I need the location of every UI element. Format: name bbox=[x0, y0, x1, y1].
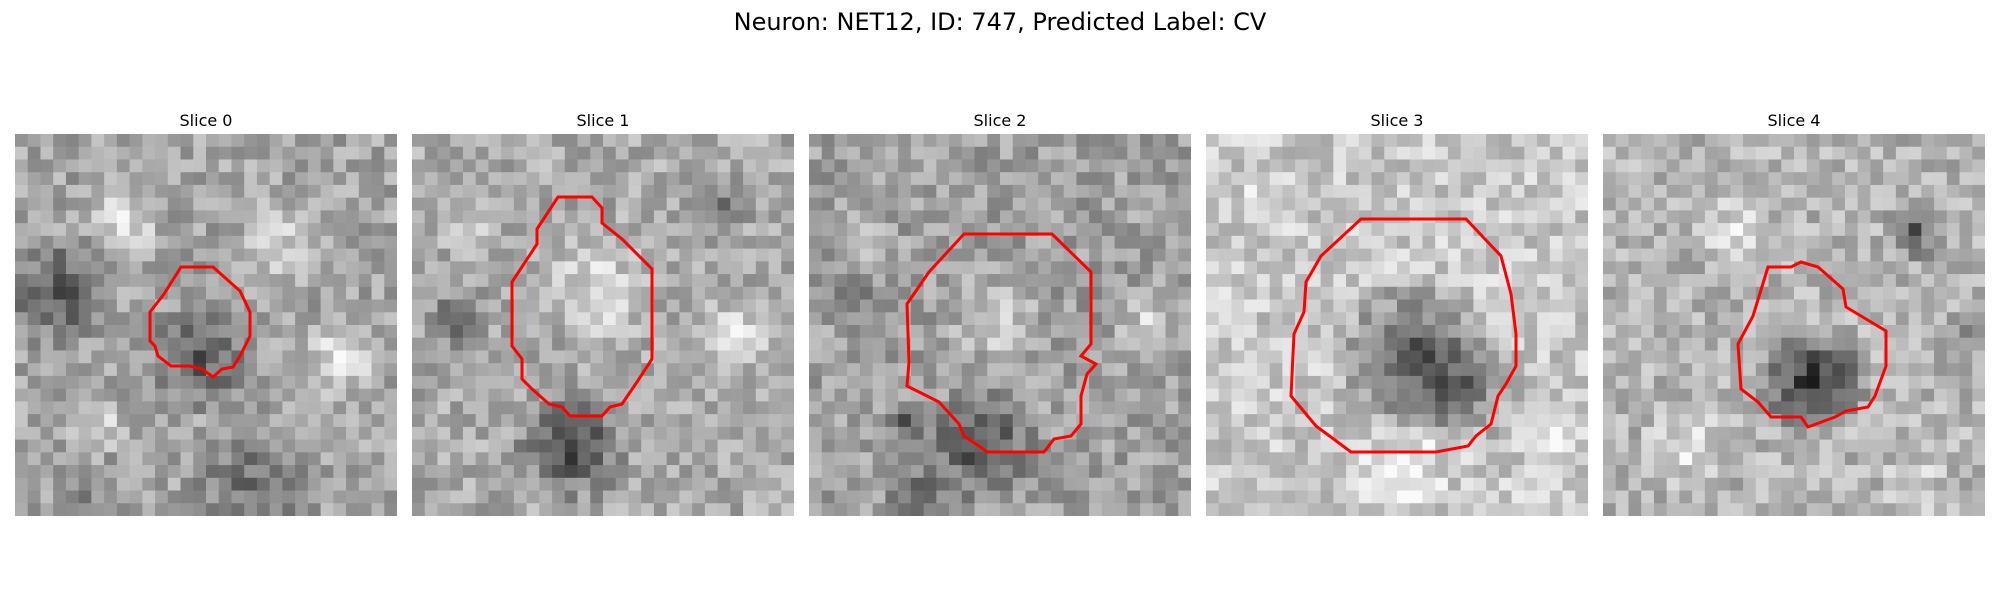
contour-outline bbox=[1289, 217, 1518, 454]
slice-panel-3: Slice 3 bbox=[1206, 110, 1588, 516]
contour-outline bbox=[905, 232, 1099, 454]
slice-panel-0: Slice 0 bbox=[15, 110, 397, 516]
pixel-grid bbox=[15, 134, 397, 516]
contour-outline bbox=[148, 265, 252, 379]
slice-title: Slice 1 bbox=[576, 111, 630, 130]
slice-panel-2: Slice 2 bbox=[809, 110, 1191, 516]
pixel-grid bbox=[1206, 134, 1588, 516]
slice-image-1 bbox=[412, 134, 794, 516]
slice-image-0 bbox=[15, 134, 397, 516]
pixel-grid bbox=[1603, 134, 1985, 516]
figure-title: Neuron: NET12, ID: 747, Predicted Label:… bbox=[733, 8, 1267, 36]
slice-image-2 bbox=[809, 134, 1191, 516]
slice-image-4 bbox=[1603, 134, 1985, 516]
pixel-grid bbox=[412, 134, 794, 516]
contour-outline bbox=[510, 195, 654, 418]
slice-panel-4: Slice 4 bbox=[1603, 110, 1985, 516]
slice-title: Slice 4 bbox=[1767, 111, 1821, 130]
contour-outline bbox=[1736, 260, 1888, 429]
slice-panel-1: Slice 1 bbox=[412, 110, 794, 516]
pixel-grid bbox=[809, 134, 1191, 516]
slice-title: Slice 0 bbox=[179, 111, 233, 130]
slice-title: Slice 3 bbox=[1370, 111, 1424, 130]
slice-image-3 bbox=[1206, 134, 1588, 516]
slice-title: Slice 2 bbox=[973, 111, 1027, 130]
